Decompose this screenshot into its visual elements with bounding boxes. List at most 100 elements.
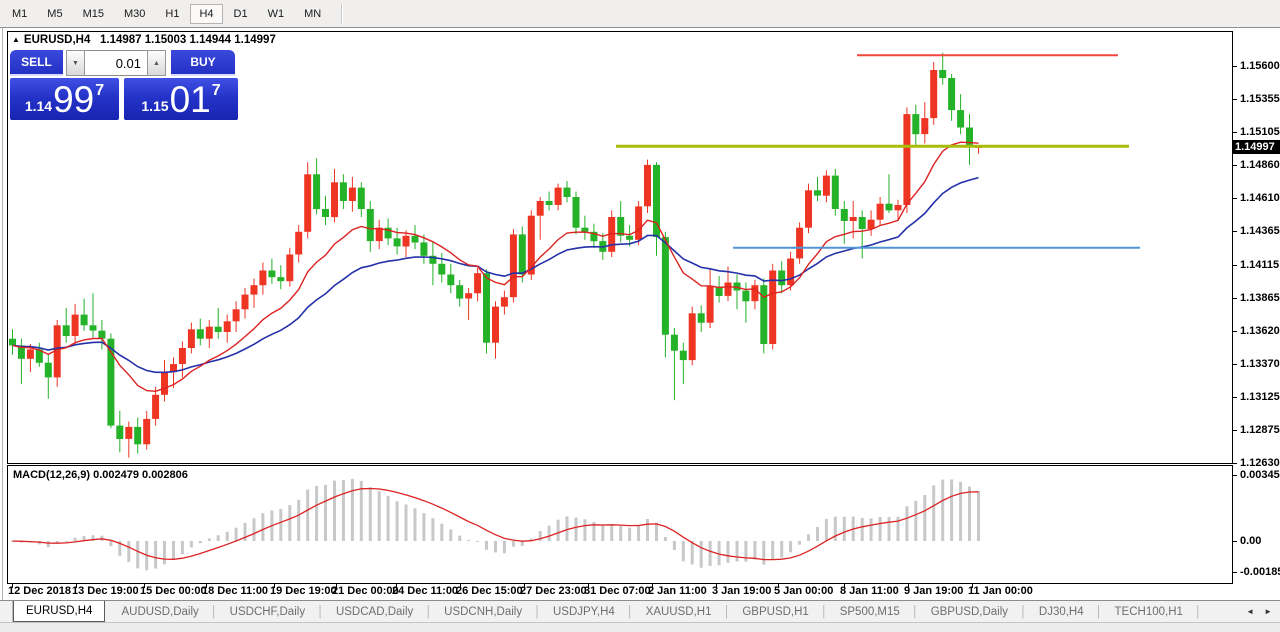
chart-tab-usdcnh-daily[interactable]: USDCNH,Daily <box>444 605 523 618</box>
timeframe-button-m5[interactable]: M5 <box>47 7 63 20</box>
tab-separator: │ <box>1194 605 1202 618</box>
tab-separator: │ <box>1095 605 1103 618</box>
time-tick-label: 19 Dec 19:00 <box>270 585 337 597</box>
time-tick-label: 2 Jan 11:00 <box>648 585 707 597</box>
time-tick-mark <box>76 584 77 588</box>
price-tick-mark <box>1233 298 1237 299</box>
chart-tab-usdchf-daily[interactable]: USDCHF,Daily <box>229 605 306 618</box>
ask-price-panel[interactable]: 1.15 01 7 <box>124 78 238 120</box>
time-tick-mark <box>908 584 909 588</box>
macd-tick-mark <box>1233 541 1237 542</box>
macd-tick-label: 0.003452 <box>1240 469 1280 481</box>
ask-price-integer: 1.15 <box>141 98 169 114</box>
chart-ohlc-values: 1.14987 1.15003 1.14944 1.14997 <box>90 34 276 46</box>
volume-increase-button[interactable]: ▲ <box>147 50 166 76</box>
price-tick-mark <box>1233 397 1237 398</box>
time-tick-mark <box>716 584 717 588</box>
macd-tick-mark <box>1233 475 1237 476</box>
tab-scroll-arrows: ◄ ► <box>1246 601 1280 622</box>
buy-button[interactable]: BUY <box>171 50 235 76</box>
price-tick-label: 1.14115 <box>1240 259 1280 271</box>
time-tick-label: 18 Dec 11:00 <box>202 585 269 597</box>
time-tick-label: 21 Dec 00:00 <box>332 585 399 597</box>
ask-price-fraction: 7 <box>211 82 221 99</box>
time-tick-mark <box>12 584 13 588</box>
timeframe-button-mn[interactable]: MN <box>304 7 322 20</box>
timeframe-button-m30[interactable]: M30 <box>123 7 146 20</box>
candlestick-chart[interactable] <box>8 32 1232 463</box>
time-tick-label: 24 Dec 11:00 <box>392 585 459 597</box>
chart-tab-xauusd-h1[interactable]: XAUUSD,H1 <box>645 605 712 618</box>
volume-input[interactable] <box>85 50 147 76</box>
chart-tab-bar: EURUSD,H4 AUDUSD,Daily │ USDCHF,Daily │ USDCA… <box>0 600 1280 622</box>
chart-tab-usdjpy-h4[interactable]: USDJPY,H4 <box>552 605 615 618</box>
time-tick-mark <box>336 584 337 588</box>
timeframe-button-h1[interactable]: H1 <box>165 7 180 20</box>
status-strip <box>0 622 1280 632</box>
timeframe-button-m1[interactable]: M1 <box>12 7 28 20</box>
time-tick-mark <box>396 584 397 588</box>
macd-tick-mark <box>1233 572 1237 573</box>
price-tick-label: 1.14860 <box>1240 159 1280 171</box>
chart-tab-tech100-h1[interactable]: TECH100,H1 <box>1114 605 1183 618</box>
tab-bar-corner <box>0 601 13 622</box>
time-tick-mark <box>206 584 207 588</box>
tab-separator: │ <box>425 605 433 618</box>
time-tick-mark <box>778 584 779 588</box>
time-tick-label: 3 Jan 19:00 <box>712 585 772 597</box>
timeframe-button-w1[interactable]: W1 <box>267 7 285 20</box>
chart-tab-usdcad-daily[interactable]: USDCAD,Daily <box>335 605 414 618</box>
tab-scroll-left-icon[interactable]: ◄ <box>1246 607 1255 616</box>
chart-tab-sp500-m15[interactable]: SP500,M15 <box>839 605 900 618</box>
chart-title: ▲ EURUSD,H4 1.14987 1.15003 1.14944 1.149… <box>12 34 276 46</box>
time-tick-mark <box>144 584 145 588</box>
time-tick-mark <box>844 584 845 588</box>
bid-price-pips: 99 <box>53 79 95 120</box>
macd-plot-frame <box>7 465 1233 584</box>
time-tick-label: 5 Jan 00:00 <box>774 585 834 597</box>
macd-signal-line <box>12 487 979 561</box>
tab-separator: │ <box>626 605 634 618</box>
price-tick-mark <box>1233 265 1237 266</box>
time-tick-label: 15 Dec 00:00 <box>140 585 207 597</box>
bid-price-integer: 1.14 <box>24 98 53 114</box>
time-tick-mark <box>972 584 973 588</box>
time-tick-label: 8 Jan 11:00 <box>840 585 899 597</box>
price-tick-mark <box>1233 463 1237 464</box>
price-tick-mark <box>1233 165 1237 166</box>
chart-tab-audusd-daily[interactable]: AUDUSD,Daily <box>121 605 199 618</box>
price-tick-mark <box>1233 132 1237 133</box>
time-tick-label: 9 Jan 19:00 <box>904 585 964 597</box>
collapse-icon[interactable]: ▲ <box>12 35 20 44</box>
slow-ma-line[interactable] <box>12 176 979 374</box>
fast-ma-line[interactable] <box>12 141 979 393</box>
tab-separator: │ <box>911 605 919 618</box>
price-tick-label: 1.12630 <box>1240 457 1280 469</box>
chart-tab-dj30-h4[interactable]: DJ30,H4 <box>1038 605 1084 618</box>
time-tick-label: 31 Dec 07:00 <box>584 585 651 597</box>
timeframe-button-d1[interactable]: D1 <box>233 7 248 20</box>
time-tick-mark <box>274 584 275 588</box>
chart-symbol: EURUSD,H4 <box>23 34 91 46</box>
chart-tab-gbpusd-h1[interactable]: GBPUSD,H1 <box>742 605 809 618</box>
time-tick-mark <box>652 584 653 588</box>
tab-scroll-right-icon[interactable]: ► <box>1264 607 1272 616</box>
timeframe-button-m15[interactable]: M15 <box>82 7 104 20</box>
timeframe-button-h4[interactable]: H4 <box>190 3 223 24</box>
current-price-tag: 1.14997 <box>1233 140 1280 154</box>
price-tick-label: 1.13125 <box>1240 391 1280 403</box>
volume-decrease-button[interactable]: ▼ <box>66 50 85 76</box>
macd-indicator[interactable] <box>8 466 1232 582</box>
macd-tick-label: 0.00 <box>1240 535 1262 547</box>
price-tick-label: 1.13620 <box>1240 325 1280 337</box>
chart-tab-gbpusd-daily[interactable]: GBPUSD,Daily <box>930 605 1009 618</box>
bid-price-panel[interactable]: 1.14 99 7 <box>10 78 119 120</box>
price-tick-mark <box>1233 231 1237 232</box>
macd-tick-label: -0.001851 <box>1240 566 1280 578</box>
chart-tab-eurusd-h4[interactable]: EURUSD,H4 <box>13 601 106 622</box>
sell-button[interactable]: SELL <box>10 50 63 76</box>
tab-separator: │ <box>534 605 541 618</box>
tab-separator: │ <box>210 605 218 618</box>
